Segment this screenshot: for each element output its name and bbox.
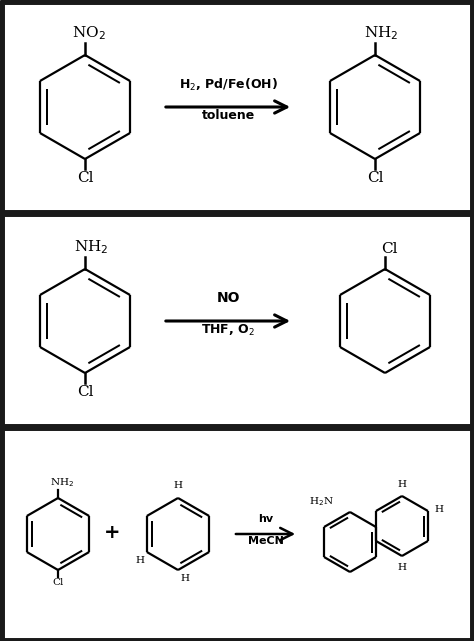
- Text: NH$_2$: NH$_2$: [50, 476, 74, 489]
- Text: H$_2$, Pd/Fe(OH): H$_2$, Pd/Fe(OH): [179, 77, 277, 93]
- Text: H$_2$N: H$_2$N: [310, 495, 334, 508]
- Text: NO$_2$: NO$_2$: [72, 24, 106, 42]
- Text: Cl: Cl: [381, 242, 397, 256]
- Text: NO: NO: [216, 291, 240, 305]
- Text: H: H: [435, 504, 444, 513]
- Text: +: +: [104, 522, 120, 542]
- Text: Cl: Cl: [77, 171, 93, 185]
- Text: Cl: Cl: [367, 171, 383, 185]
- Text: MeCN: MeCN: [247, 536, 283, 546]
- Text: H: H: [181, 574, 190, 583]
- Text: H: H: [135, 556, 144, 565]
- Text: THF, O$_2$: THF, O$_2$: [201, 323, 255, 338]
- Text: NH$_2$: NH$_2$: [364, 24, 398, 42]
- Text: hv: hv: [258, 514, 273, 524]
- Text: Cl: Cl: [77, 385, 93, 399]
- Text: H: H: [398, 563, 407, 572]
- Text: toluene: toluene: [201, 109, 255, 122]
- Text: H: H: [173, 481, 182, 490]
- Text: H: H: [398, 480, 407, 489]
- Text: NH$_2$: NH$_2$: [74, 238, 108, 256]
- Text: Cl: Cl: [52, 578, 64, 587]
